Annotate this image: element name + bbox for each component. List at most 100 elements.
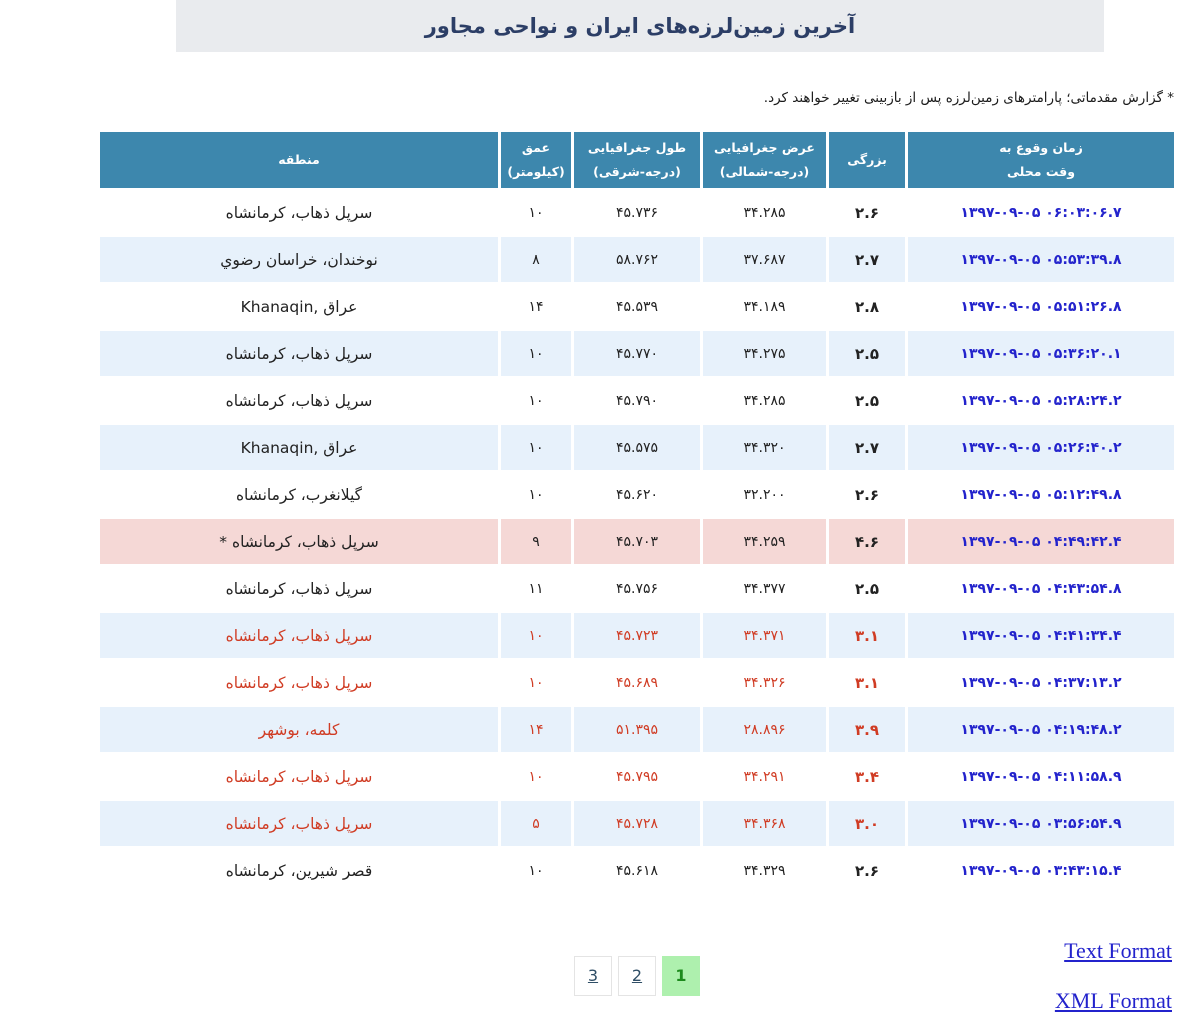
event-region: Khanaqin, عراق	[100, 425, 498, 470]
event-depth: ۱۰	[501, 848, 571, 893]
column-header-magnitude: بزرگی	[829, 132, 905, 188]
event-latitude: ۳۴.۳۲۰	[703, 425, 826, 470]
event-latitude: ۲۸.۸۹۶	[703, 707, 826, 752]
event-magnitude: ۳.۹	[829, 707, 905, 752]
event-time-link[interactable]: ۱۳۹۷-۰۹-۰۵ ۰۴:۱۹:۴۸.۲	[908, 707, 1174, 752]
event-region: کلمه، بوشهر	[100, 707, 498, 752]
event-time-link[interactable]: ۱۳۹۷-۰۹-۰۵ ۰۴:۴۳:۵۴.۸	[908, 566, 1174, 611]
event-time-link[interactable]: ۱۳۹۷-۰۹-۰۵ ۰۵:۱۲:۴۹.۸	[908, 472, 1174, 517]
event-magnitude: ۳.۱	[829, 613, 905, 658]
event-region: سرپل ذهاب، کرمانشاه	[100, 801, 498, 846]
event-longitude: ۴۵.۷۲۸	[574, 801, 700, 846]
event-region: سرپل ذهاب، کرمانشاه	[100, 754, 498, 799]
earthquake-row: ۱۳۹۷-۰۹-۰۵ ۰۳:۵۶:۵۴.۹ ۳.۰ ۳۴.۳۶۸ ۴۵.۷۲۸ …	[100, 801, 1174, 846]
event-magnitude: ۲.۷	[829, 237, 905, 282]
event-time-link[interactable]: ۱۳۹۷-۰۹-۰۵ ۰۴:۴۹:۴۲.۴	[908, 519, 1174, 564]
event-magnitude: ۲.۶	[829, 190, 905, 235]
event-longitude: ۴۵.۵۳۹	[574, 284, 700, 329]
event-longitude: ۴۵.۷۲۳	[574, 613, 700, 658]
event-depth: ۱۰	[501, 190, 571, 235]
event-region: سرپل ذهاب، کرمانشاه	[100, 190, 498, 235]
event-region: سرپل ذهاب، کرمانشاه	[100, 566, 498, 611]
event-longitude: ۴۵.۶۱۸	[574, 848, 700, 893]
event-region: قصر شیرین، کرمانشاه	[100, 848, 498, 893]
earthquake-row: ۱۳۹۷-۰۹-۰۵ ۰۵:۲۶:۴۰.۲ ۲.۷ ۳۴.۳۲۰ ۴۵.۵۷۵ …	[100, 425, 1174, 470]
column-header-longitude: طول جغرافیایی (درجه-شرقی)	[574, 132, 700, 188]
event-region: سرپل ذهاب، کرمانشاه	[100, 378, 498, 423]
event-time-link[interactable]: ۱۳۹۷-۰۹-۰۵ ۰۴:۱۱:۵۸.۹	[908, 754, 1174, 799]
event-time-link[interactable]: ۱۳۹۷-۰۹-۰۵ ۰۵:۲۸:۲۴.۲	[908, 378, 1174, 423]
page-title-bar: آخرین زمین‌لرزه‌های ایران و نواحی مجاور	[176, 0, 1104, 52]
event-latitude: ۳۴.۱۸۹	[703, 284, 826, 329]
event-latitude: ۳۷.۶۸۷	[703, 237, 826, 282]
event-latitude: ۳۴.۲۷۵	[703, 331, 826, 376]
pagination-page-link[interactable]: 3	[574, 956, 612, 996]
earthquake-row: ۱۳۹۷-۰۹-۰۵ ۰۴:۱۹:۴۸.۲ ۳.۹ ۲۸.۸۹۶ ۵۱.۳۹۵ …	[100, 707, 1174, 752]
event-time-link[interactable]: ۱۳۹۷-۰۹-۰۵ ۰۴:۳۷:۱۳.۲	[908, 660, 1174, 705]
column-header-depth: عمق (کیلومتر)	[501, 132, 571, 188]
event-magnitude: ۲.۷	[829, 425, 905, 470]
earthquake-row: ۱۳۹۷-۰۹-۰۵ ۰۴:۴۹:۴۲.۴ ۴.۶ ۳۴.۲۵۹ ۴۵.۷۰۳ …	[100, 519, 1174, 564]
event-depth: ۱۰	[501, 660, 571, 705]
earthquake-row: ۱۳۹۷-۰۹-۰۵ ۰۵:۵۳:۳۹.۸ ۲.۷ ۳۷.۶۸۷ ۵۸.۷۶۲ …	[100, 237, 1174, 282]
event-longitude: ۵۱.۳۹۵	[574, 707, 700, 752]
text-format-link[interactable]: Text Format	[1064, 938, 1172, 963]
column-header-time: زمان وقوع به وقت محلی	[908, 132, 1174, 188]
event-depth: ۸	[501, 237, 571, 282]
event-latitude: ۳۴.۳۶۸	[703, 801, 826, 846]
event-magnitude: ۴.۶	[829, 519, 905, 564]
event-depth: ۱۰	[501, 331, 571, 376]
event-depth: ۱۰	[501, 378, 571, 423]
event-time-link[interactable]: ۱۳۹۷-۰۹-۰۵ ۰۵:۲۶:۴۰.۲	[908, 425, 1174, 470]
event-magnitude: ۳.۴	[829, 754, 905, 799]
event-time-link[interactable]: ۱۳۹۷-۰۹-۰۵ ۰۵:۵۳:۳۹.۸	[908, 237, 1174, 282]
event-depth: ۵	[501, 801, 571, 846]
table-header-row: زمان وقوع به وقت محلی بزرگی عرض جغرافیای…	[100, 132, 1174, 188]
event-time-link[interactable]: ۱۳۹۷-۰۹-۰۵ ۰۵:۳۶:۲۰.۱	[908, 331, 1174, 376]
event-region: سرپل ذهاب، کرمانشاه	[100, 613, 498, 658]
earthquake-row: ۱۳۹۷-۰۹-۰۵ ۰۴:۱۱:۵۸.۹ ۳.۴ ۳۴.۲۹۱ ۴۵.۷۹۵ …	[100, 754, 1174, 799]
event-region: سرپل ذهاب، کرمانشاه	[100, 331, 498, 376]
earthquake-row: ۱۳۹۷-۰۹-۰۵ ۰۵:۱۲:۴۹.۸ ۲.۶ ۳۲.۲۰۰ ۴۵.۶۲۰ …	[100, 472, 1174, 517]
event-region: Khanaqin, عراق	[100, 284, 498, 329]
event-depth: ۱۴	[501, 284, 571, 329]
earthquake-row: ۱۳۹۷-۰۹-۰۵ ۰۴:۴۱:۳۴.۴ ۳.۱ ۳۴.۳۷۱ ۴۵.۷۲۳ …	[100, 613, 1174, 658]
event-latitude: ۳۴.۲۵۹	[703, 519, 826, 564]
event-depth: ۱۰	[501, 425, 571, 470]
earthquake-table-wrap: زمان وقوع به وقت محلی بزرگی عرض جغرافیای…	[97, 130, 1177, 895]
event-magnitude: ۳.۰	[829, 801, 905, 846]
event-time-link[interactable]: ۱۳۹۷-۰۹-۰۵ ۰۴:۴۱:۳۴.۴	[908, 613, 1174, 658]
event-longitude: ۴۵.۶۲۰	[574, 472, 700, 517]
event-time-link[interactable]: ۱۳۹۷-۰۹-۰۵ ۰۶:۰۳:۰۶.۷	[908, 190, 1174, 235]
event-magnitude: ۲.۶	[829, 472, 905, 517]
event-latitude: ۳۲.۲۰۰	[703, 472, 826, 517]
event-magnitude: ۲.۵	[829, 378, 905, 423]
event-time-link[interactable]: ۱۳۹۷-۰۹-۰۵ ۰۳:۵۶:۵۴.۹	[908, 801, 1174, 846]
event-time-link[interactable]: ۱۳۹۷-۰۹-۰۵ ۰۵:۵۱:۲۶.۸	[908, 284, 1174, 329]
xml-format-link[interactable]: XML Format	[1054, 988, 1172, 1013]
event-region: سرپل ذهاب، کرمانشاه	[100, 660, 498, 705]
event-longitude: ۴۵.۷۹۵	[574, 754, 700, 799]
column-header-latitude: عرض جغرافیایی (درجه-شمالی)	[703, 132, 826, 188]
event-depth: ۹	[501, 519, 571, 564]
event-longitude: ۴۵.۵۷۵	[574, 425, 700, 470]
pagination-page-link[interactable]: 2	[618, 956, 656, 996]
event-latitude: ۳۴.۳۷۱	[703, 613, 826, 658]
event-latitude: ۳۴.۲۸۵	[703, 378, 826, 423]
earthquake-row: ۱۳۹۷-۰۹-۰۵ ۰۳:۴۳:۱۵.۴ ۲.۶ ۳۴.۳۲۹ ۴۵.۶۱۸ …	[100, 848, 1174, 893]
event-latitude: ۳۴.۳۷۷	[703, 566, 826, 611]
event-latitude: ۳۴.۳۲۹	[703, 848, 826, 893]
event-region: سرپل ذهاب، کرمانشاه *	[100, 519, 498, 564]
event-longitude: ۴۵.۷۳۶	[574, 190, 700, 235]
earthquake-row: ۱۳۹۷-۰۹-۰۵ ۰۴:۴۳:۵۴.۸ ۲.۵ ۳۴.۳۷۷ ۴۵.۷۵۶ …	[100, 566, 1174, 611]
preliminary-report-note: * گزارش مقدماتی؛ پارامترهای زمین‌لرزه پس…	[763, 90, 1174, 106]
event-magnitude: ۲.۵	[829, 331, 905, 376]
event-depth: ۱۰	[501, 754, 571, 799]
event-longitude: ۴۵.۷۰۳	[574, 519, 700, 564]
earthquake-row: ۱۳۹۷-۰۹-۰۵ ۰۴:۳۷:۱۳.۲ ۳.۱ ۳۴.۳۲۶ ۴۵.۶۸۹ …	[100, 660, 1174, 705]
earthquake-row: ۱۳۹۷-۰۹-۰۵ ۰۵:۵۱:۲۶.۸ ۲.۸ ۳۴.۱۸۹ ۴۵.۵۳۹ …	[100, 284, 1174, 329]
event-magnitude: ۲.۶	[829, 848, 905, 893]
pagination-current-page[interactable]: 1	[662, 956, 700, 996]
event-time-link[interactable]: ۱۳۹۷-۰۹-۰۵ ۰۳:۴۳:۱۵.۴	[908, 848, 1174, 893]
